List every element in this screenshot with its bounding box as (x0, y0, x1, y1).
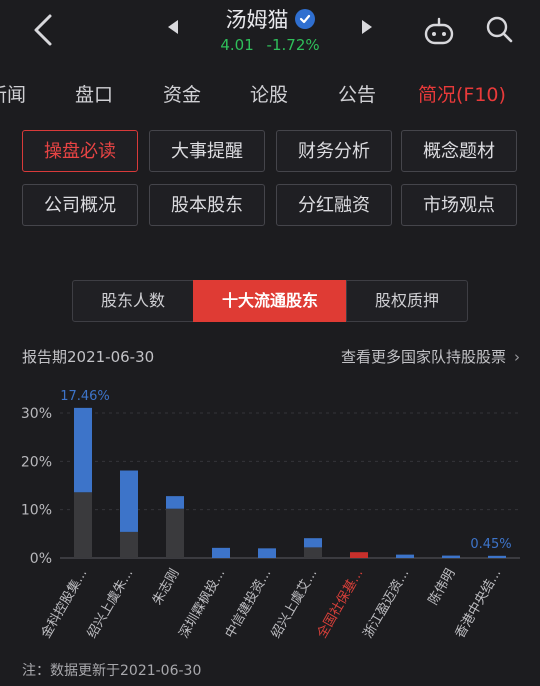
category-label: 金科控股集... (38, 566, 91, 641)
f10-dividends-button[interactable]: 分红融资 (276, 184, 392, 226)
bar-top (304, 538, 322, 548)
tab-order-book[interactable]: 盘口 (75, 84, 114, 106)
category-label: 全国社保基... (314, 566, 367, 641)
category-label: 中信建投资... (222, 566, 275, 641)
search-icon[interactable] (484, 14, 514, 44)
bar-top (74, 407, 92, 493)
footnote: 注：数据更新于2021-06-30 (22, 663, 202, 679)
more-national-team-link[interactable]: 查看更多国家队持股股票 › (341, 346, 520, 367)
bar-base (304, 547, 322, 558)
stock-name: 汤姆猫 (225, 8, 289, 32)
f10-company-profile-button[interactable]: 公司概况 (22, 184, 138, 226)
bar-base (120, 531, 138, 558)
robot-assistant-icon[interactable] (422, 16, 456, 46)
report-period: 报告期2021-06-30 (22, 348, 155, 366)
category-label: 朱志刚 (150, 567, 182, 608)
bar-top (350, 552, 368, 558)
f10-financials-button[interactable]: 财务分析 (276, 130, 392, 172)
data-label-first: 17.46% (60, 389, 110, 404)
category-label: 深圳霖枫投... (176, 566, 229, 641)
tab-f10-overview[interactable]: 简况(F10) (418, 84, 506, 106)
tab-announcements[interactable]: 公告 (338, 84, 377, 106)
bar-top (258, 548, 276, 558)
f10-concepts-button[interactable]: 概念题材 (401, 130, 517, 172)
y-tick-label: 20% (21, 454, 52, 470)
category-label: 浙江盈迈资... (361, 567, 413, 642)
next-stock-icon[interactable] (362, 20, 372, 34)
bar-top (120, 470, 138, 532)
f10-events-button[interactable]: 大事提醒 (149, 130, 265, 172)
y-tick-label: 0% (30, 551, 52, 567)
f10-shareholders-button[interactable]: 股本股东 (149, 184, 265, 226)
data-label-last: 0.45% (470, 537, 511, 552)
category-label: 绍兴上虞艾... (269, 567, 321, 642)
stock-quote: 4.01 -1.72% (0, 36, 540, 54)
category-label: 陈伟明 (425, 566, 458, 608)
bar-top (212, 547, 230, 558)
segment-shareholder-count[interactable]: 股东人数 (72, 280, 194, 322)
tab-news[interactable]: 新闻 (0, 84, 27, 106)
category-label: 香港中央结... (453, 567, 505, 642)
stock-price: 4.01 (220, 36, 254, 54)
y-tick-label: 30% (21, 406, 52, 422)
tab-capital-flow[interactable]: 资金 (163, 84, 202, 106)
back-arrow-icon[interactable] (28, 12, 58, 48)
segment-top10-float-holders[interactable]: 十大流通股东 (193, 280, 347, 322)
bar-base (74, 492, 92, 558)
chevron-right-icon: › (514, 348, 520, 366)
y-tick-label: 10% (21, 503, 52, 519)
top10-holders-chart: 30% 20% 10% 0%金科控股集...绍兴上虞朱... 朱志刚深圳霖枫投...中信… (21, 389, 520, 642)
more-link-label: 查看更多国家队持股股票 (340, 348, 506, 366)
verified-icon (294, 9, 315, 29)
stock-header: 汤姆猫 4.01 -1.72% (0, 0, 540, 62)
category-label: 绍兴上虞朱... (85, 567, 137, 642)
bar-top (442, 555, 460, 558)
previous-stock-icon[interactable] (168, 20, 178, 34)
stock-title: 汤姆猫 (0, 4, 540, 34)
f10-market-views-button[interactable]: 市场观点 (401, 184, 517, 226)
bar-top (488, 555, 506, 558)
bar-base (166, 508, 184, 558)
bar-top (396, 554, 414, 558)
tab-discussion[interactable]: 论股 (250, 84, 289, 106)
segment-equity-pledge[interactable]: 股权质押 (346, 280, 468, 322)
bar-top (166, 496, 184, 509)
f10-must-read-button[interactable]: 操盘必读 (22, 130, 138, 172)
main-tabs: 新闻 盘口 资金 论股 公告 简况(F10) (0, 68, 540, 118)
stock-change: -1.72% (266, 36, 320, 54)
